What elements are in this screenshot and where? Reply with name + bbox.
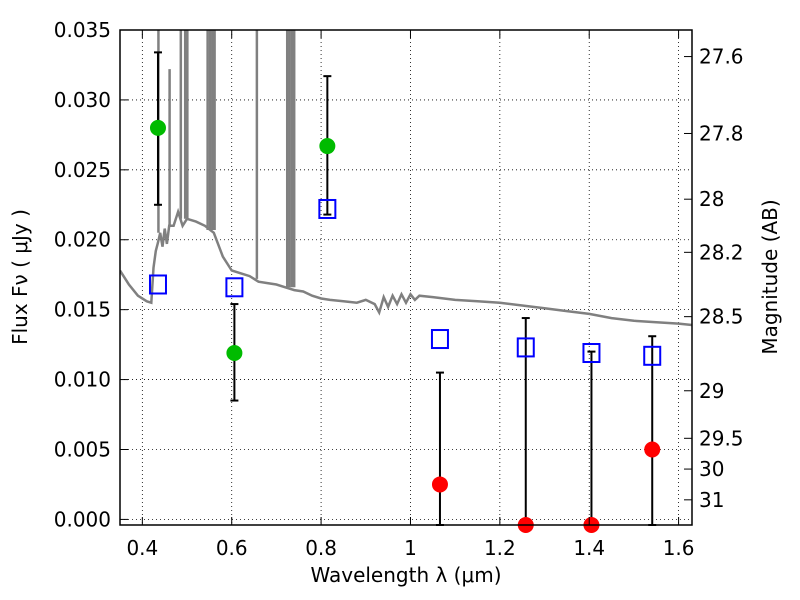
model-point: [643, 345, 662, 366]
y2-tick-label: 28.2: [699, 240, 744, 264]
x-tick-label: 0.8: [305, 536, 337, 560]
upper-limit-point: [644, 441, 661, 458]
data-series: [120, 30, 692, 327]
y-tick-label: 0.000: [54, 507, 111, 531]
y-tick-label: 0.010: [54, 368, 111, 392]
model-point: [225, 277, 244, 298]
axes: 0.4 0.6 0.8 1 1.2 1.4 1.6 0.000 0.005 0.010 0.015 0…: [54, 18, 744, 560]
model-point: [148, 274, 167, 295]
upper-limit-point: [431, 476, 448, 493]
model-point: [430, 329, 449, 350]
y2-tick-label: 31: [699, 488, 724, 512]
x-tick-label: 1.4: [573, 536, 605, 560]
model-point: [516, 337, 535, 358]
y2-tick-label: 30: [699, 457, 724, 481]
model-point: [582, 343, 601, 364]
x-tick-label: 1.2: [484, 536, 516, 560]
y2-tick-label: 27.6: [699, 45, 744, 69]
plot-area: [120, 30, 692, 525]
y2-tick-label: 29: [699, 379, 724, 403]
y-axis-label: Flux Fν ( μJy ): [8, 209, 32, 345]
x-tick-label: 1: [404, 536, 417, 560]
y2-tick-label: 27.8: [699, 121, 744, 145]
y-tick-label: 0.015: [54, 298, 111, 322]
model-spectrum-line: [120, 207, 692, 327]
y-tick-label: 0.035: [54, 18, 111, 42]
detection-point: [226, 345, 243, 362]
plot-frame: [119, 29, 693, 526]
y2-tick-label: 28.5: [699, 305, 744, 329]
data-markers: [148, 51, 662, 533]
y2-tick-label: 29.5: [699, 426, 744, 450]
y2-axis-label: Magnitude (AB): [758, 199, 782, 354]
x-tick-label: 1.6: [663, 536, 695, 560]
y-tick-label: 0.020: [54, 228, 111, 252]
detection-point: [319, 138, 336, 155]
x-tick-label: 0.6: [216, 536, 248, 560]
y2-tick-label: 28: [699, 187, 724, 211]
detection-point: [149, 119, 166, 136]
y-tick-label: 0.005: [54, 437, 111, 461]
x-tick-label: 0.4: [126, 536, 158, 560]
y-tick-label: 0.030: [54, 88, 111, 112]
y-tick-label: 0.025: [54, 158, 111, 182]
x-axis-label: Wavelength λ (μm): [310, 563, 501, 587]
model-point: [318, 198, 337, 219]
